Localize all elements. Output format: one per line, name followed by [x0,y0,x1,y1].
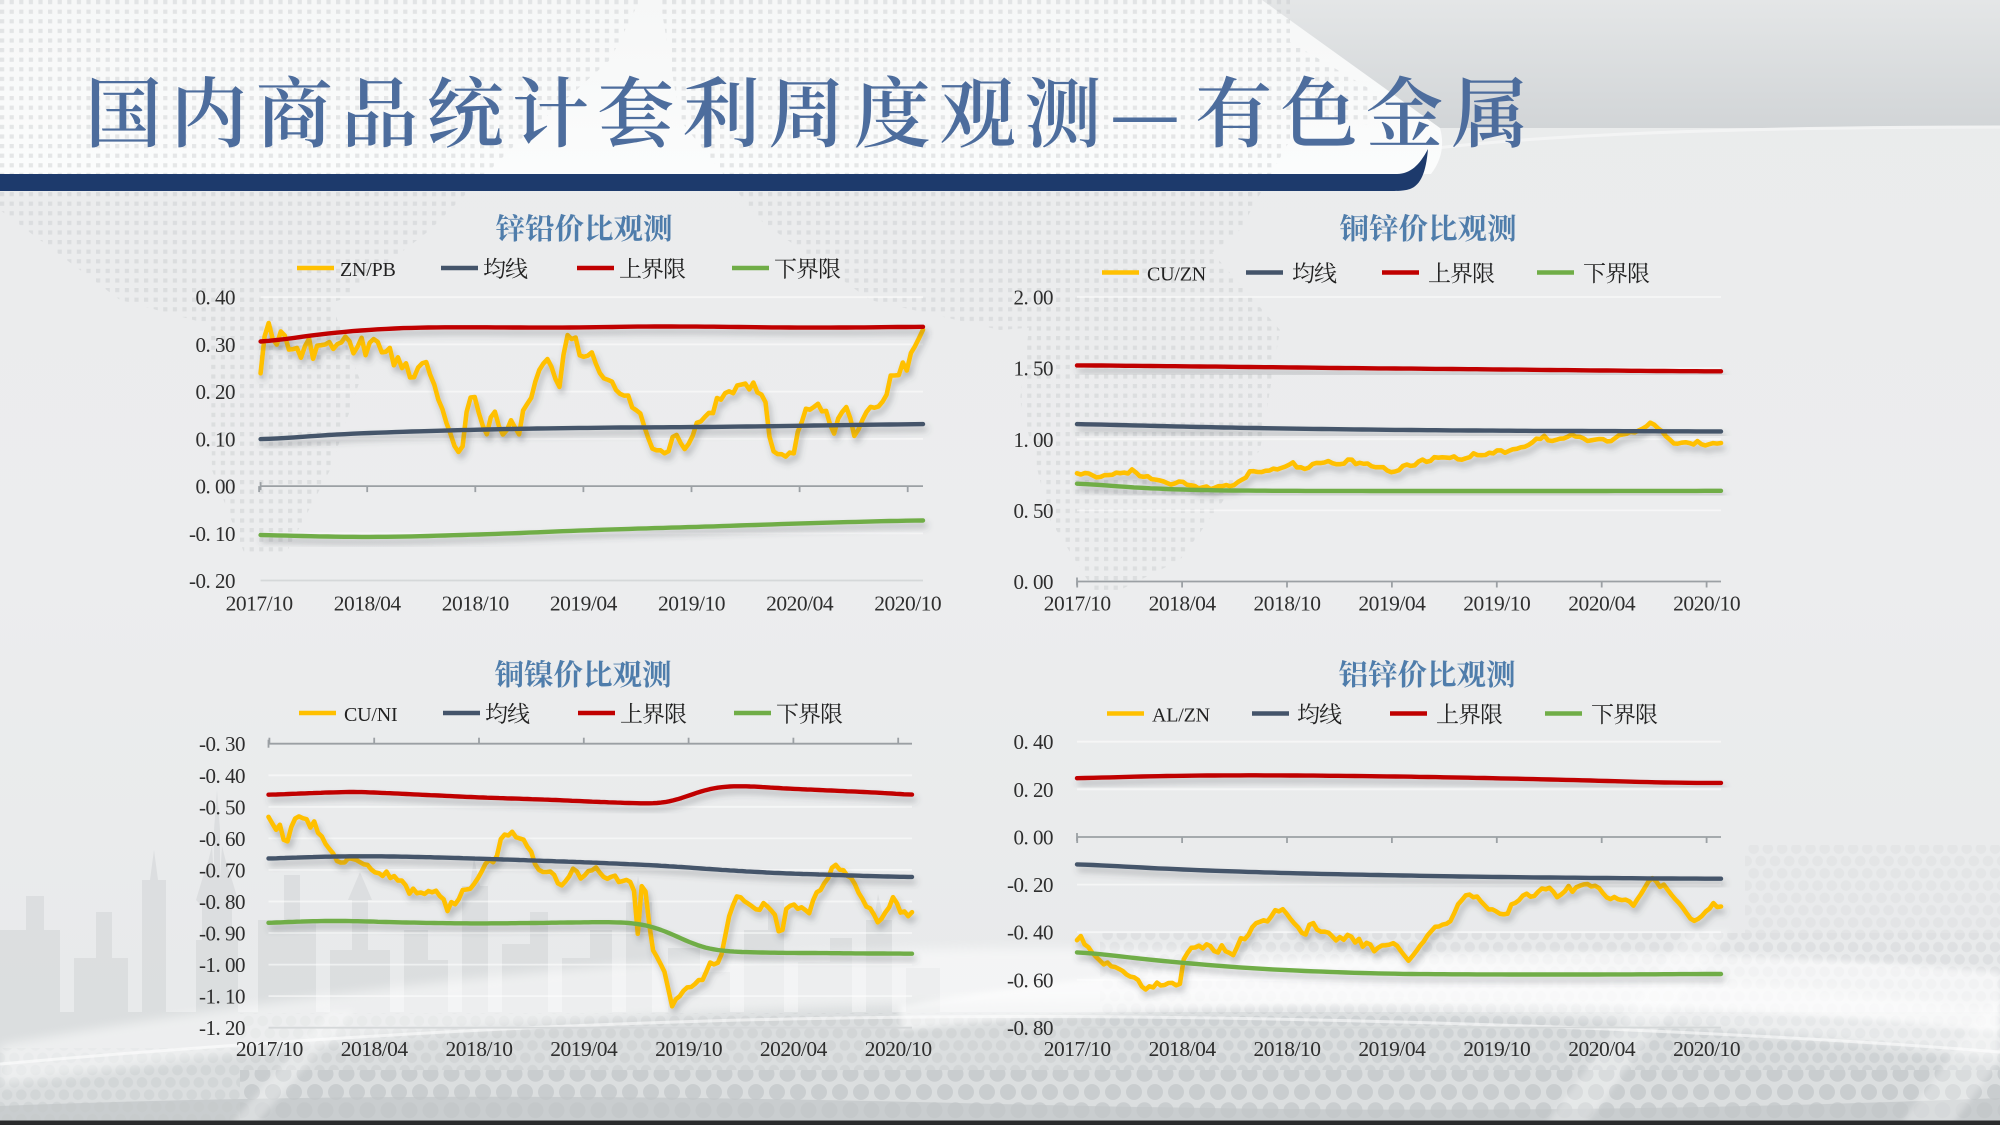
svg-text:0. 00: 0. 00 [1014,826,1054,850]
svg-text:2018/10: 2018/10 [1254,1037,1321,1061]
svg-text:0. 20: 0. 20 [196,380,236,404]
svg-text:2018/10: 2018/10 [442,592,509,616]
svg-text:-0. 20: -0. 20 [189,569,235,593]
svg-text:2020/10: 2020/10 [1673,1037,1740,1061]
svg-text:2019/10: 2019/10 [1463,1037,1530,1061]
svg-text:-0. 90: -0. 90 [199,922,245,946]
svg-text:2020/10: 2020/10 [1673,592,1740,616]
svg-text:2020/04: 2020/04 [1568,1037,1636,1061]
svg-text:-1. 10: -1. 10 [199,985,245,1009]
svg-text:2019/04: 2019/04 [550,592,618,616]
svg-text:-0. 80: -0. 80 [1007,1016,1053,1040]
svg-text:2020/04: 2020/04 [766,592,834,616]
svg-text:2019/04: 2019/04 [550,1037,618,1061]
svg-text:0. 40: 0. 40 [196,286,236,310]
svg-text:2019/04: 2019/04 [1358,1037,1426,1061]
svg-text:2018/10: 2018/10 [446,1037,513,1061]
svg-text:2017/10: 2017/10 [1044,592,1111,616]
svg-text:1. 00: 1. 00 [1014,428,1054,452]
svg-text:1. 50: 1. 50 [1014,357,1054,381]
svg-text:-0. 80: -0. 80 [199,890,245,914]
svg-text:0. 00: 0. 00 [196,475,236,499]
svg-text:0. 00: 0. 00 [1014,570,1054,594]
svg-text:-0. 30: -0. 30 [199,732,245,756]
svg-text:0. 30: 0. 30 [196,333,236,357]
svg-text:-0. 10: -0. 10 [189,522,235,546]
svg-text:0. 20: 0. 20 [1014,778,1054,802]
svg-text:-0. 50: -0. 50 [199,795,245,819]
svg-text:2020/10: 2020/10 [874,592,941,616]
svg-text:2019/10: 2019/10 [655,1037,722,1061]
svg-text:CU/NI: CU/NI [344,704,397,726]
svg-text:2017/10: 2017/10 [236,1037,303,1061]
svg-text:2018/04: 2018/04 [334,592,402,616]
svg-text:2018/10: 2018/10 [1254,592,1321,616]
svg-text:-0. 40: -0. 40 [199,764,245,788]
svg-text:-1. 20: -1. 20 [199,1016,245,1040]
svg-text:2018/04: 2018/04 [341,1037,409,1061]
svg-text:2019/04: 2019/04 [1358,592,1426,616]
svg-text:2020/04: 2020/04 [760,1037,828,1061]
svg-text:2020/10: 2020/10 [865,1037,932,1061]
svg-text:2018/04: 2018/04 [1149,592,1217,616]
svg-text:2. 00: 2. 00 [1014,286,1054,310]
svg-text:CU/ZN: CU/ZN [1147,264,1206,286]
svg-text:2017/10: 2017/10 [1044,1037,1111,1061]
svg-text:2019/10: 2019/10 [658,592,725,616]
svg-text:-0. 60: -0. 60 [199,827,245,851]
svg-text:-0. 40: -0. 40 [1007,921,1053,945]
svg-text:-0. 20: -0. 20 [1007,873,1053,897]
svg-text:2017/10: 2017/10 [226,592,293,616]
svg-text:AL/ZN: AL/ZN [1152,705,1210,727]
svg-text:0. 50: 0. 50 [1014,499,1054,523]
svg-text:2019/10: 2019/10 [1463,592,1530,616]
svg-text:-0. 60: -0. 60 [1007,968,1053,992]
svg-text:-1. 00: -1. 00 [199,953,245,977]
svg-text:0. 10: 0. 10 [196,427,236,451]
svg-text:0. 40: 0. 40 [1014,730,1054,754]
svg-text:ZN/PB: ZN/PB [340,259,396,281]
svg-text:-0. 70: -0. 70 [199,858,245,882]
svg-text:2020/04: 2020/04 [1568,592,1636,616]
svg-text:2018/04: 2018/04 [1149,1037,1217,1061]
